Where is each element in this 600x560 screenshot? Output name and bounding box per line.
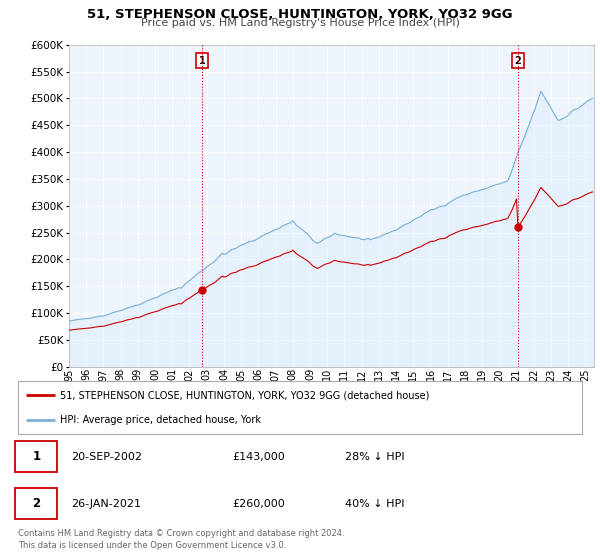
Text: 26-JAN-2021: 26-JAN-2021	[71, 498, 142, 508]
Text: £143,000: £143,000	[232, 452, 285, 462]
Text: 2: 2	[32, 497, 41, 510]
FancyBboxPatch shape	[15, 441, 58, 473]
Text: 20-SEP-2002: 20-SEP-2002	[71, 452, 143, 462]
FancyBboxPatch shape	[18, 381, 582, 434]
Text: 1: 1	[199, 56, 205, 66]
Text: HPI: Average price, detached house, York: HPI: Average price, detached house, York	[60, 414, 262, 424]
Text: 1: 1	[32, 450, 41, 463]
Text: Price paid vs. HM Land Registry's House Price Index (HPI): Price paid vs. HM Land Registry's House …	[140, 18, 460, 29]
FancyBboxPatch shape	[15, 488, 58, 519]
Text: 40% ↓ HPI: 40% ↓ HPI	[345, 498, 404, 508]
Text: 2: 2	[514, 56, 521, 66]
Text: 51, STEPHENSON CLOSE, HUNTINGTON, YORK, YO32 9GG: 51, STEPHENSON CLOSE, HUNTINGTON, YORK, …	[87, 8, 513, 21]
Text: Contains HM Land Registry data © Crown copyright and database right 2024.
This d: Contains HM Land Registry data © Crown c…	[18, 529, 344, 550]
Text: 28% ↓ HPI: 28% ↓ HPI	[345, 452, 405, 462]
Text: £260,000: £260,000	[232, 498, 285, 508]
Text: 51, STEPHENSON CLOSE, HUNTINGTON, YORK, YO32 9GG (detached house): 51, STEPHENSON CLOSE, HUNTINGTON, YORK, …	[60, 390, 430, 400]
